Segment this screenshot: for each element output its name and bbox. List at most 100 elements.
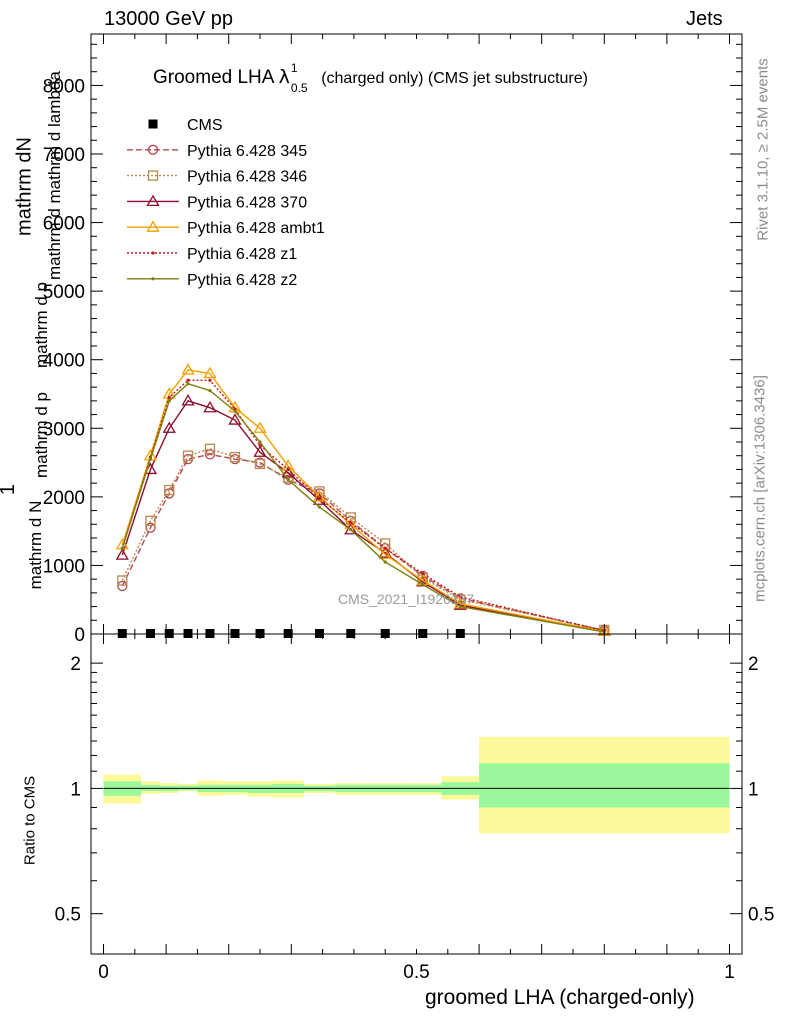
- watermark: CMS_2021_I1920187: [338, 591, 475, 607]
- main-y-tick-label-5: 5000: [43, 282, 85, 303]
- ratio-y-tick-label-left-0: 0.5: [55, 905, 81, 926]
- series-5-point-2: [167, 399, 171, 403]
- series-line-3: [121, 369, 605, 632]
- ylabel-one: 1: [0, 484, 20, 495]
- series-5-point-7: [286, 478, 290, 482]
- series-1-point-0: [117, 575, 128, 586]
- series-4-point-8: [317, 496, 322, 500]
- main-y-tick-label-2: 2000: [43, 488, 85, 509]
- main-y-tick-label-7: 7000: [43, 145, 85, 166]
- title-main: Groomed LHA: [153, 67, 279, 88]
- ylabel-top-den: mathrm d mathrm d lambda: [45, 71, 64, 280]
- series-line-0: [121, 453, 605, 632]
- legend-marker-4: [146, 220, 160, 232]
- legend-marker-1: [147, 144, 159, 155]
- series-1-point-2: [164, 484, 175, 496]
- series-1-point-4: [204, 443, 216, 455]
- series-2-point-2: [162, 421, 176, 433]
- series-1-point-6: [254, 458, 266, 470]
- legend-marker-6: [151, 277, 155, 281]
- series-5-point-8: [317, 505, 322, 509]
- series-5-point-4: [208, 388, 212, 393]
- series-3-point-4: [203, 366, 217, 379]
- main-y-tick-label-6: 6000: [43, 214, 85, 235]
- series-4-point-3: [186, 378, 190, 382]
- title-sup: 1: [290, 61, 298, 75]
- series-line-1: [121, 448, 605, 631]
- series-line-2: [121, 400, 605, 632]
- legend-label-4: Pythia 6.428 ambt1: [187, 220, 325, 237]
- ratio-y-tick-label-right-2: 2: [748, 654, 759, 675]
- main-y-tick-label-1: 1000: [43, 556, 85, 577]
- series-5-point-11: [421, 583, 425, 587]
- main-y-tick-label-8: 8000: [43, 76, 85, 97]
- legend-label-3: Pythia 6.428 370: [187, 194, 307, 211]
- series-5-point-10: [383, 560, 387, 564]
- series-2-point-6: [253, 445, 267, 457]
- x-axis-label: groomed LHA (charged-only): [425, 986, 695, 1009]
- series-4-point-6: [258, 443, 262, 448]
- legend-marker-0: [148, 119, 158, 129]
- mcplots-label: mcplots.cern.ch [arXiv:1306.3436]: [751, 375, 769, 602]
- ratio-band-green-13: [479, 763, 730, 808]
- series-3-point-6: [253, 421, 267, 433]
- series-4-point-10: [383, 546, 387, 550]
- ratio-y-tick-label-right-0: 0.5: [748, 905, 774, 926]
- ylabel-bottom: mathrm d N: [26, 500, 45, 590]
- series-2-point-3: [181, 394, 195, 406]
- legend-label-2: Pythia 6.428 346: [187, 169, 307, 186]
- title-sub: 0.5: [290, 81, 308, 95]
- series-2-point-0: [115, 548, 129, 560]
- series-2-point-5: [228, 413, 242, 425]
- series-3-point-10: [378, 547, 392, 560]
- series-4-point-7: [286, 467, 290, 472]
- series-4-point-12: [458, 595, 462, 599]
- legend-layer: CMS Pythia 6.428 345 Pythia 6.428 346 Pythi…: [127, 117, 325, 289]
- legend-marker-3: [146, 194, 160, 207]
- ratio-y-tick-label-right-1: 1: [748, 779, 759, 800]
- legend-label-5: Pythia 6.428 z1: [187, 246, 297, 263]
- main-y-tick-label-3: 3000: [43, 419, 85, 440]
- title-rest: (charged only) (CMS jet substructure): [321, 70, 588, 87]
- series-0: [117, 449, 610, 636]
- series-0-point-1: [145, 522, 156, 533]
- series-4-point-11: [421, 572, 425, 576]
- ylabel-top-num: mathrm dN: [13, 137, 36, 236]
- series-1-point-5: [229, 451, 241, 463]
- series-layer: [115, 363, 611, 636]
- series-2-point-4: [203, 400, 217, 413]
- legend-marker-2: [147, 170, 159, 181]
- series-2-point-9: [344, 522, 358, 535]
- series-5-point-1: [148, 457, 153, 461]
- legend-marker-5: [151, 251, 155, 255]
- series-5-point-6: [258, 440, 262, 444]
- title-lambda: λ: [278, 66, 290, 88]
- x-tick-label-0: 0: [98, 962, 109, 983]
- header-jets: Jets: [686, 8, 723, 30]
- header-energy: 13000 GeV pp: [104, 8, 233, 30]
- legend-label-6: Pythia 6.428 z2: [187, 272, 297, 289]
- series-1-point-1: [145, 515, 156, 527]
- x-tick-label-2: 1: [724, 962, 735, 983]
- legend-label-0: CMS: [187, 117, 223, 134]
- legend-label-1: Pythia 6.428 345: [187, 143, 307, 160]
- ratio-y-tick-label-left-2: 2: [70, 654, 81, 675]
- main-y-tick-label-0: 0: [74, 625, 85, 646]
- axes-layer: 0 0.5 1 0 1000 2000 3000 4000 5000 6000 7000 8000 0.…: [43, 33, 774, 983]
- plot-title: Groomed LHA λ 1 0.5 (charged only) (CMS je…: [153, 61, 588, 95]
- series-line-5: [121, 382, 605, 633]
- ratio-bands: [103, 736, 730, 834]
- series-5-point-3: [186, 382, 190, 386]
- series-3-point-8: [312, 490, 327, 502]
- rivet-label: Rivet 3.1.10, ≥ 2.5M events: [754, 58, 772, 241]
- series-5-point-5: [233, 409, 237, 413]
- series-4-point-4: [208, 378, 212, 382]
- series-5-point-12: [458, 604, 462, 609]
- ylabel-bottom2: mathrm d p: [32, 392, 51, 478]
- series-4-point-2: [167, 395, 171, 400]
- ratio-y-tick-label-left-1: 1: [70, 779, 81, 800]
- series-5: [120, 382, 606, 634]
- ylabel-bottom3: mathrm d p: [32, 282, 51, 368]
- main-y-tick-label-4: 4000: [43, 351, 85, 372]
